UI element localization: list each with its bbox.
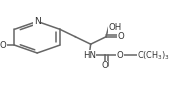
Text: OH: OH (108, 23, 122, 32)
Text: N: N (34, 17, 41, 26)
Text: C(CH$_3$)$_3$: C(CH$_3$)$_3$ (137, 49, 170, 62)
Text: HN: HN (83, 51, 96, 60)
Text: O: O (117, 51, 123, 60)
Text: O: O (101, 61, 108, 70)
Text: O: O (118, 32, 124, 41)
Text: O: O (0, 41, 6, 50)
